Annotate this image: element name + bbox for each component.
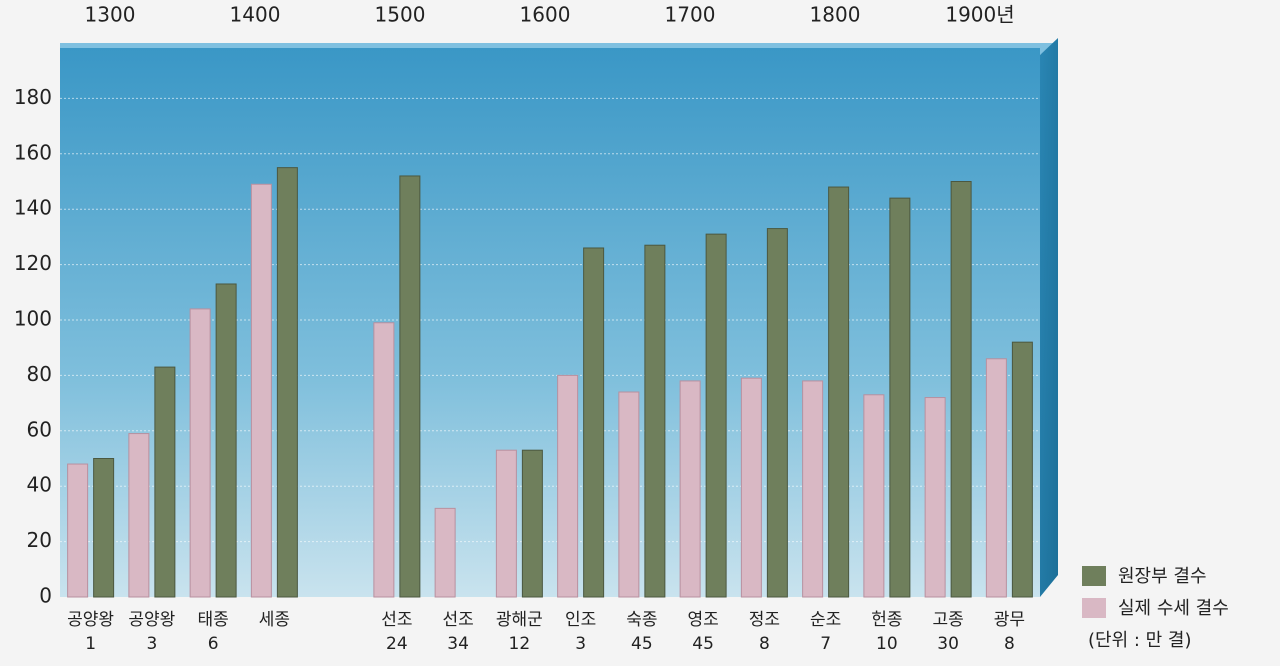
x-tick-label: 8 <box>1004 634 1015 654</box>
x-tick-label: 34 <box>447 634 469 654</box>
top-tick-label: 1600 <box>520 3 571 27</box>
bar <box>679 380 701 598</box>
x-tick-label: 3 <box>575 634 586 654</box>
x-tick-label: 7 <box>820 634 831 654</box>
legend-label: 원장부 결수 <box>1118 566 1207 587</box>
y-tick-label: 0 <box>39 584 52 608</box>
bar <box>93 458 115 598</box>
bar <box>1011 341 1033 598</box>
bar <box>924 397 946 598</box>
top-tick-label: 1500 <box>375 3 426 27</box>
x-tick-label: 24 <box>386 634 408 654</box>
bar <box>557 374 579 598</box>
legend-label: 실제 수세 결수 <box>1118 598 1229 619</box>
y-tick-label: 120 <box>14 251 52 275</box>
x-tick-label: 헌종 <box>871 610 902 630</box>
bar <box>215 283 237 598</box>
x-tick-label: 영조 <box>687 610 718 630</box>
bar <box>521 449 543 598</box>
bar <box>67 463 89 598</box>
top-tick-label: 1300 <box>85 3 136 27</box>
bar <box>766 228 788 598</box>
bar <box>802 380 824 598</box>
bar <box>863 394 885 598</box>
bar <box>276 167 298 598</box>
bar <box>705 233 727 598</box>
bar <box>740 377 762 598</box>
bar <box>250 183 272 598</box>
y-tick-label: 80 <box>27 362 52 386</box>
x-tick-label: 태종 <box>197 610 228 630</box>
bar <box>373 322 395 598</box>
bar <box>583 247 605 598</box>
y-tick-label: 100 <box>14 307 52 331</box>
x-tick-label: 선조 <box>442 610 473 630</box>
y-tick-label: 160 <box>14 140 52 164</box>
y-tick-label: 140 <box>14 196 52 220</box>
unit-note: (단위 : 만 결) <box>1088 630 1192 651</box>
top-tick-label: 1800 <box>810 3 861 27</box>
x-tick-label: 세종 <box>259 610 290 630</box>
x-tick-label: 45 <box>692 634 714 654</box>
bar <box>828 186 850 598</box>
bar <box>399 175 421 598</box>
bar <box>434 507 456 598</box>
y-tick-label: 20 <box>27 528 52 552</box>
bar <box>985 358 1007 598</box>
x-tick-label: 8 <box>759 634 770 654</box>
x-tick-label: 인조 <box>565 610 596 630</box>
panel-side <box>1040 38 1058 597</box>
legend-swatch <box>1082 566 1106 586</box>
x-tick-label: 공양왕 <box>128 610 175 630</box>
bar <box>950 181 972 598</box>
x-tick-label: 광해군 <box>496 610 543 630</box>
x-tick-label: 12 <box>509 634 531 654</box>
x-tick-label: 광무 <box>994 610 1025 630</box>
x-tick-label: 3 <box>146 634 157 654</box>
bar <box>189 308 211 598</box>
x-tick-label: 고종 <box>932 610 963 630</box>
x-tick-label: 45 <box>631 634 653 654</box>
x-tick-label: 정조 <box>749 610 780 630</box>
bar <box>618 391 640 598</box>
y-tick-label: 180 <box>14 85 52 109</box>
x-tick-label: 30 <box>937 634 959 654</box>
x-tick-label: 공양왕 <box>67 610 114 630</box>
legend-swatch <box>1082 598 1106 618</box>
bar <box>154 366 176 598</box>
bar <box>128 433 150 598</box>
y-tick-label: 60 <box>27 417 52 441</box>
x-tick-label: 순조 <box>810 610 841 630</box>
x-tick-label: 숙종 <box>626 610 657 630</box>
top-tick-label: 1400 <box>230 3 281 27</box>
y-tick-label: 40 <box>27 473 52 497</box>
top-tick-label: 1700 <box>665 3 716 27</box>
bar <box>889 197 911 598</box>
x-tick-label: 10 <box>876 634 898 654</box>
top-tick-label: 1900년 <box>945 3 1014 27</box>
bar <box>495 449 517 598</box>
x-tick-label: 6 <box>208 634 219 654</box>
bar <box>644 244 666 598</box>
x-tick-label: 1 <box>85 634 96 654</box>
x-tick-label: 선조 <box>381 610 412 630</box>
